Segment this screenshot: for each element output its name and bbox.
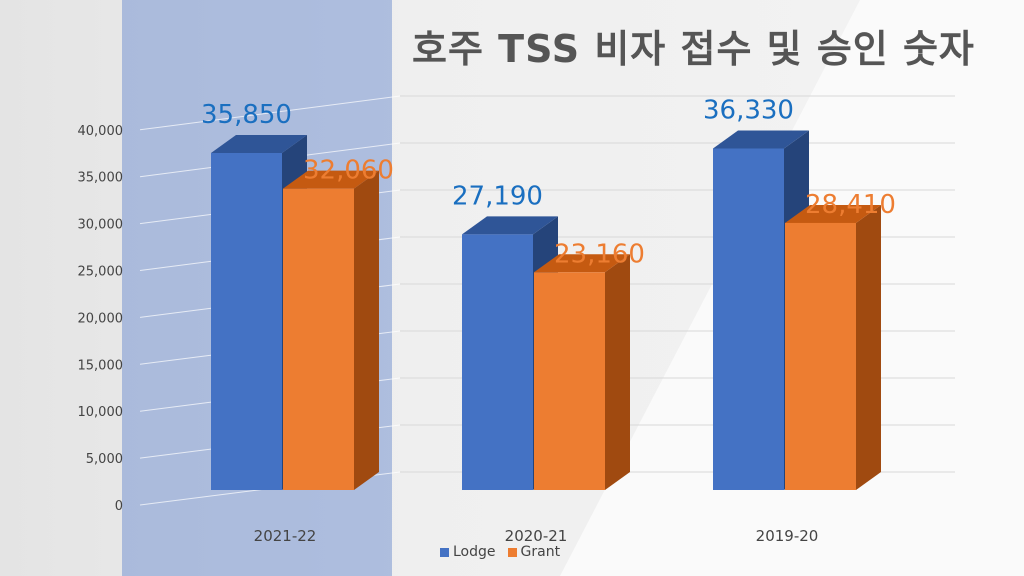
y-tick-label: 30,000 bbox=[78, 218, 124, 233]
legend: Lodge Grant bbox=[440, 544, 560, 560]
legend-swatch bbox=[440, 547, 449, 557]
bar-lodge bbox=[211, 153, 282, 490]
legend-label: Grant bbox=[520, 544, 561, 560]
y-tick-label: 15,000 bbox=[78, 358, 124, 373]
y-tick-label: 5,000 bbox=[86, 452, 123, 467]
bar-top bbox=[534, 254, 630, 273]
data-label: 23,160 bbox=[554, 239, 645, 269]
bar-lodge bbox=[462, 234, 533, 490]
bar-grant bbox=[534, 272, 605, 490]
data-label: 35,850 bbox=[201, 100, 292, 130]
legend-swatch bbox=[507, 547, 517, 557]
legend-label: Lodge bbox=[453, 544, 496, 560]
y-tick-label: 35,000 bbox=[78, 171, 124, 186]
bar-side bbox=[856, 204, 881, 490]
legend-item-grant: Grant bbox=[507, 544, 561, 560]
data-label: 27,190 bbox=[452, 181, 543, 211]
data-label: 28,410 bbox=[805, 190, 896, 220]
chart-title: 호주 TSS 비자 접수 및 승인 숫자 bbox=[412, 27, 975, 71]
data-label: 32,060 bbox=[303, 156, 394, 186]
floor-gridline bbox=[139, 95, 401, 131]
legend-item-lodge: Lodge bbox=[440, 544, 496, 560]
data-label: 36,330 bbox=[703, 95, 794, 125]
bar-grant bbox=[283, 188, 354, 490]
bar-top bbox=[713, 130, 809, 149]
y-tick-label: 10,000 bbox=[78, 405, 124, 420]
bar-top bbox=[462, 216, 558, 235]
y-tick-label: 25,000 bbox=[78, 265, 124, 280]
x-tick-label: 2019-20 bbox=[756, 527, 819, 545]
bar-side bbox=[354, 170, 379, 490]
x-tick-label: 2021-22 bbox=[254, 527, 317, 545]
bar-top bbox=[283, 170, 379, 189]
bar-top bbox=[785, 204, 881, 223]
bar-side bbox=[605, 254, 630, 490]
x-tick-label: 2020-21 bbox=[505, 527, 568, 545]
y-tick-label: 40,000 bbox=[78, 124, 124, 139]
y-tick-label: 0 bbox=[115, 499, 123, 514]
y-tick-label: 20,000 bbox=[78, 311, 124, 326]
bar-top bbox=[211, 135, 307, 153]
bar-lodge bbox=[713, 148, 784, 491]
bar-grant bbox=[785, 222, 856, 490]
